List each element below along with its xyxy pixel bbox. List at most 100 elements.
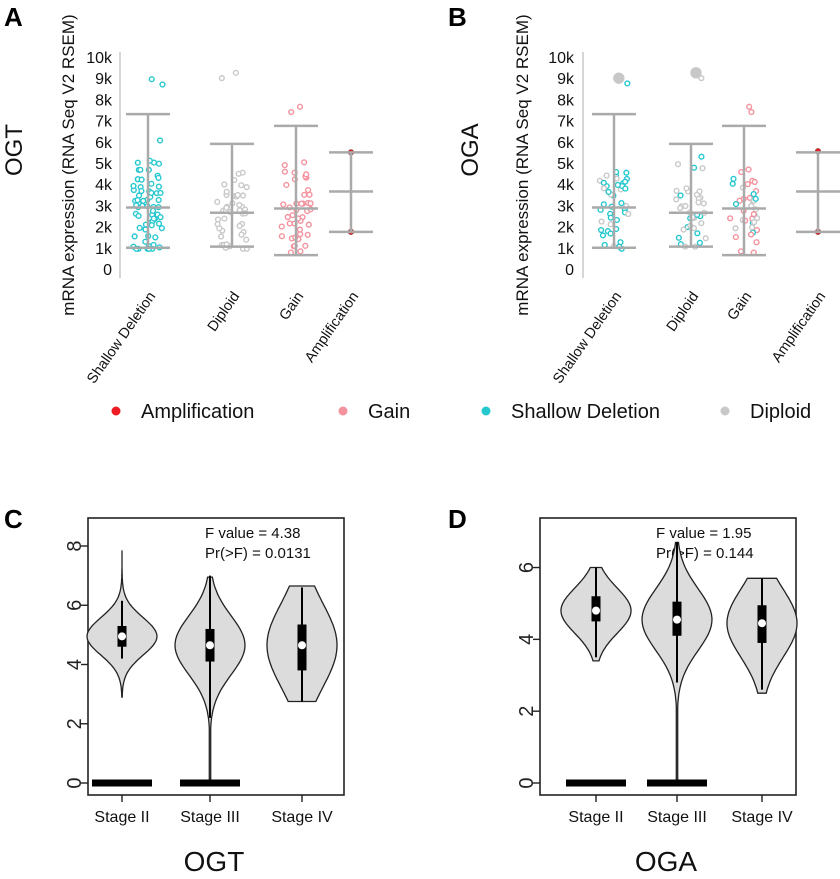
data-point [238, 231, 245, 238]
data-point [134, 159, 141, 166]
x-category-label: Stage II [568, 809, 623, 826]
data-point [600, 185, 608, 192]
data-point [618, 199, 625, 207]
data-point [597, 226, 605, 234]
plot-frame [539, 517, 797, 796]
data-point [624, 80, 631, 87]
data-point [747, 231, 755, 238]
y-tick-label: 0 [516, 777, 538, 788]
data-point [737, 248, 745, 255]
x-category-label: Amplification [302, 289, 362, 366]
data-point [607, 214, 614, 221]
data-point [690, 164, 698, 171]
legend-item-amplification: Amplification [111, 401, 254, 423]
data-point [673, 187, 680, 194]
data-point [677, 205, 684, 212]
data-point [600, 201, 607, 208]
data-point [150, 215, 157, 222]
data-point [236, 201, 243, 209]
gene-label: OGA [457, 123, 484, 176]
violin-stage-iv [726, 577, 798, 802]
data-point [598, 218, 605, 225]
data-point [700, 200, 707, 207]
y-tick-label: 10k [548, 50, 575, 67]
data-point [238, 182, 245, 189]
gene-label: OGA [635, 846, 698, 877]
data-point [296, 226, 304, 233]
panel-b: B OGA mRNA expression (RNA Seq V2 RSEM) 0 1k… [448, 2, 840, 387]
category-amplification [329, 149, 373, 235]
y-tick-label: 5k [95, 156, 113, 173]
y-tick-label: 2 [64, 718, 86, 729]
data-point [152, 234, 159, 241]
data-point [600, 179, 607, 186]
legend-marker [481, 406, 491, 416]
data-point [218, 233, 225, 240]
data-point [754, 215, 761, 222]
y-tick-label: 10k [86, 50, 113, 67]
data-point [750, 191, 757, 198]
data-point [148, 189, 155, 197]
category-gain [274, 103, 318, 257]
data-point [695, 199, 702, 206]
y-tick-label: 8k [557, 92, 575, 109]
data-point [278, 223, 285, 230]
x-category-label: Shallow Deletion [550, 289, 625, 387]
data-point [297, 248, 304, 255]
data-point [149, 207, 157, 214]
data-point [236, 222, 243, 229]
violin-stage-iii [174, 575, 246, 802]
data-point [753, 239, 760, 246]
data-point [157, 214, 164, 221]
data-point [155, 183, 162, 190]
y-tick-label: 2 [516, 706, 538, 717]
legend-marker [338, 406, 348, 416]
data-point [158, 225, 165, 232]
data-point [732, 201, 740, 208]
data-point [744, 181, 751, 188]
data-point [607, 230, 614, 237]
y-tick-label: 1k [557, 241, 575, 258]
data-point [136, 224, 143, 231]
x-category-label: Stage III [647, 809, 707, 826]
data-point [278, 233, 285, 240]
category-gain [722, 103, 766, 257]
y-tick-label: 6 [64, 600, 86, 611]
data-point [157, 189, 164, 197]
y-tick-label: 9k [95, 71, 113, 88]
stat-annotation: Pr(>F) = 0.0131 [205, 545, 311, 562]
data-point [303, 171, 310, 178]
data-point [235, 170, 242, 177]
data-point [307, 200, 314, 207]
y-tick-label: 8k [95, 92, 113, 109]
data-point [218, 75, 225, 82]
violin-median-dot [758, 619, 766, 628]
data-point [751, 219, 758, 226]
data-point [673, 196, 680, 203]
legend-label: Amplification [141, 401, 254, 423]
data-point [221, 215, 228, 222]
data-point [599, 232, 607, 239]
data-point [614, 181, 621, 189]
y-axis-label: mRNA expression (RNA Seq V2 RSEM) [59, 14, 78, 315]
data-point [296, 103, 304, 110]
data-point [159, 81, 166, 88]
y-tick-label: 1k [95, 241, 113, 258]
data-point [622, 178, 629, 185]
category-amplification [796, 148, 840, 235]
gene-label: OGT [184, 846, 245, 877]
y-tick-label: 2k [557, 220, 575, 237]
data-point [752, 195, 759, 202]
data-point [677, 192, 684, 199]
data-point [280, 201, 287, 208]
y-tick-label: 6 [516, 562, 538, 573]
data-point [674, 161, 682, 168]
data-point [137, 166, 144, 173]
y-tick-label: 9k [557, 71, 575, 88]
data-point [140, 197, 147, 204]
data-point [138, 176, 145, 183]
data-point [281, 162, 288, 169]
y-tick-label: 4 [516, 634, 538, 645]
category-diploid [669, 67, 713, 250]
data-point [622, 185, 629, 192]
